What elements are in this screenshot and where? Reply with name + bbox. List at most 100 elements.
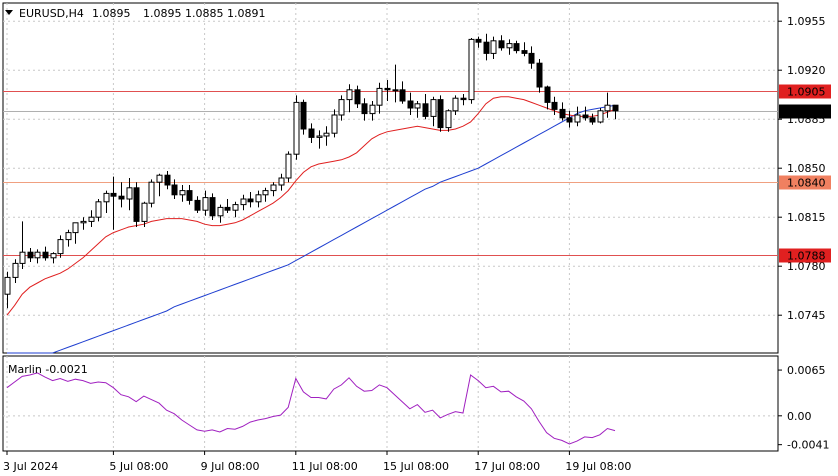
candle-bull: [376, 87, 383, 106]
candle-bull: [506, 43, 513, 49]
candle-bear: [612, 104, 619, 112]
candle-bear: [27, 251, 34, 259]
level-badge-label: 1.0905: [787, 86, 826, 99]
candle-bear: [528, 52, 535, 64]
candle-bull: [414, 103, 421, 109]
candle-bull: [597, 110, 604, 123]
price-tick-label: 1.0780: [787, 260, 826, 273]
candle-bull: [452, 97, 459, 112]
candle-bull: [490, 40, 497, 54]
candle-bull: [232, 204, 239, 211]
candle-bull: [19, 251, 26, 264]
candle-bull: [148, 181, 155, 204]
candle-bull: [255, 194, 262, 203]
indicator-title: Marlin -0.0021: [8, 363, 88, 376]
horizontal-levels: [3, 91, 778, 256]
candle-bear: [513, 43, 520, 52]
price-tick-label: 1.0745: [787, 309, 826, 322]
candle-bull: [156, 174, 163, 183]
candle-bear: [544, 86, 551, 103]
main-plot-frame: [2, 2, 779, 354]
level-badge-label: 1.0788: [787, 250, 826, 263]
price-axis: 1.09551.09201.08851.08501.08151.07801.07…: [778, 15, 831, 452]
candle-bull: [293, 101, 300, 155]
candle-bull: [12, 262, 19, 278]
time-tick-label: 3 Jul 2024: [3, 460, 58, 473]
marlin-line: [6, 372, 616, 445]
candle-bear: [399, 89, 406, 102]
candle-bear: [42, 251, 49, 259]
current-price-badge: [779, 104, 831, 119]
candle-bear: [551, 101, 558, 110]
candles: [4, 33, 619, 309]
candle-bear: [475, 38, 482, 43]
candle-bull: [141, 202, 148, 222]
price-tick-label: 1.0815: [787, 211, 826, 224]
candle-bear: [384, 87, 391, 91]
candle-bear: [133, 187, 140, 222]
candle-bull: [270, 184, 277, 192]
candle-bull: [323, 132, 330, 137]
candle-bull: [338, 99, 345, 116]
open-value: 1.0895: [92, 7, 131, 20]
candle-bear: [118, 195, 125, 200]
time-tick-label: 5 Jul 08:00: [109, 460, 168, 473]
candle-bull: [179, 190, 186, 196]
candle-bear: [483, 41, 490, 54]
candle-bull: [34, 251, 41, 259]
candle-bull: [88, 216, 95, 222]
candle-bear: [437, 99, 444, 129]
candle-bear: [186, 190, 193, 201]
collapse-triangle-icon[interactable]: [5, 10, 13, 15]
candle-bull: [285, 153, 292, 179]
candle-bear: [498, 40, 505, 49]
candle-bear: [110, 192, 117, 197]
candle-bull: [4, 276, 11, 295]
time-axis: 3 Jul 2024 5 Jul 08:00 9 Jul 08:00 11 Jul 0…: [3, 451, 631, 473]
candle-bull: [202, 197, 209, 211]
candle-bear: [194, 199, 201, 211]
candle-bull: [57, 239, 64, 255]
time-tick-label: 17 Jul 08:00: [474, 460, 540, 473]
candle-bull: [65, 232, 72, 241]
ohlc-values: 1.0895 1.0885 1.0891: [143, 7, 265, 20]
candle-bull: [262, 190, 269, 196]
candle-bear: [308, 128, 315, 138]
symbol-label: EURUSD,H4: [19, 7, 84, 20]
ma-red-layer: [6, 96, 616, 316]
candle-bear: [247, 198, 254, 203]
ma-red-line: [6, 96, 616, 316]
candle-bear: [354, 89, 361, 105]
indicator-tick-label: 0.00: [787, 410, 812, 423]
candle-bear: [164, 174, 171, 186]
candle-bull: [445, 110, 452, 129]
indicator-plot-frame: [2, 355, 779, 452]
candle-bear: [521, 50, 528, 54]
candle-bull: [392, 89, 399, 92]
candle-bull: [103, 192, 110, 203]
time-tick-label: 15 Jul 08:00: [383, 460, 449, 473]
candle-bear: [171, 184, 178, 196]
current-price-label: 1.0891: [787, 106, 826, 119]
candle-bull: [346, 89, 353, 101]
price-tick-label: 1.0850: [787, 162, 826, 175]
candle-bull: [72, 222, 79, 234]
candle-bear: [582, 114, 589, 119]
level-badge: [779, 175, 831, 190]
price-tick-label: 1.0920: [787, 64, 826, 77]
candle-bear: [559, 108, 566, 119]
candle-bull: [80, 220, 87, 224]
candle-bear: [209, 197, 216, 217]
candle-bear: [422, 103, 429, 117]
level-badge: [779, 84, 831, 99]
candle-bear: [589, 117, 596, 123]
candle-bear: [536, 62, 543, 88]
time-tick-label: 19 Jul 08:00: [565, 460, 631, 473]
indicator-tick-label: 0.0065: [787, 364, 826, 377]
candle-bear: [361, 103, 368, 115]
time-tick-label: 11 Jul 08:00: [292, 460, 358, 473]
price-tick-label: 1.0955: [787, 15, 826, 28]
candle-bull: [316, 135, 323, 138]
indicator-tick-label: -0.0041: [787, 439, 829, 452]
